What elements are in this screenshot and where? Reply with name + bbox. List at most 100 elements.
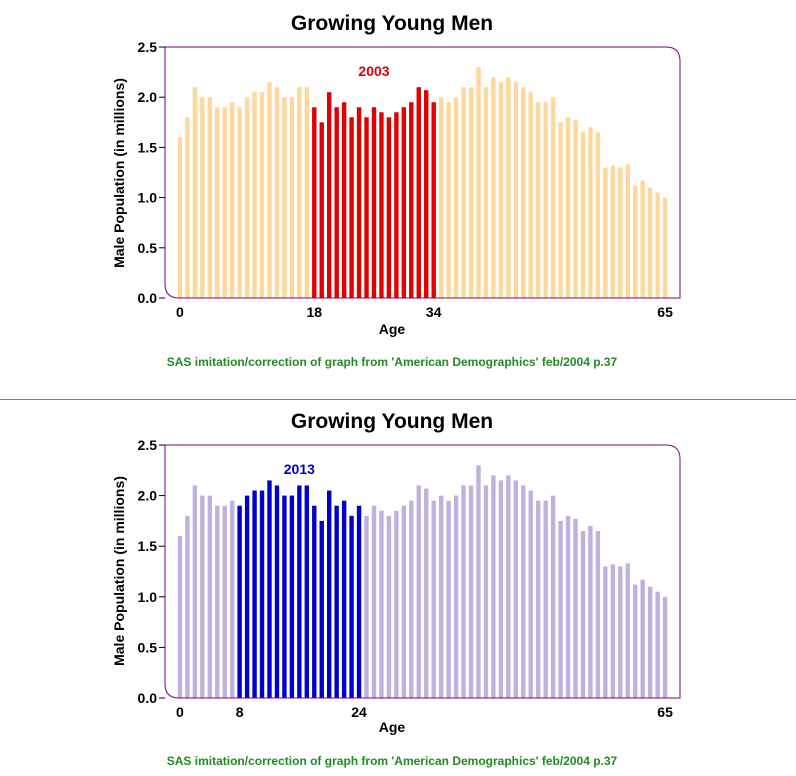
bar-age-32: [416, 87, 421, 298]
x-tick-label: 8: [236, 704, 244, 720]
bar-series: [177, 67, 668, 299]
bar-age-35: [438, 97, 444, 298]
y-tick-label: 2.5: [138, 39, 158, 55]
bar-age-61: [633, 584, 638, 698]
bar-age-44: [506, 77, 511, 299]
bar-age-56: [595, 132, 601, 298]
x-tick-label: 18: [306, 304, 322, 320]
y-tick-label: 2.5: [138, 437, 158, 453]
y-tick-label: 2.0: [138, 488, 158, 504]
bar-age-30: [401, 107, 407, 299]
bar-age-7: [229, 102, 235, 298]
bar-age-15: [289, 97, 295, 298]
bar-age-23: [349, 515, 354, 698]
x-tick-label: 0: [176, 704, 184, 720]
bar-age-40: [476, 67, 481, 298]
bar-age-14: [282, 97, 287, 298]
bar-age-36: [446, 102, 451, 298]
bar-age-61: [633, 185, 638, 298]
bar-age-10: [252, 490, 257, 698]
bar-age-14: [282, 495, 287, 698]
bar-age-17: [304, 87, 310, 298]
x-tick-label: 65: [657, 704, 673, 720]
bar-age-23: [349, 117, 354, 298]
bar-age-47: [528, 92, 533, 299]
bar-age-38: [461, 87, 466, 298]
bar-age-27: [379, 112, 384, 298]
bar-age-43: [498, 480, 504, 698]
bar-age-38: [461, 485, 466, 698]
axes: 0.0 0.5 1.0 1.5 2.0 2.5 0 18 34 65 2003: [138, 39, 681, 320]
bar-series: [177, 465, 668, 698]
footnote: SAS imitation/correction of graph from '…: [167, 355, 618, 369]
panel-divider: [0, 399, 796, 400]
bar-age-41: [483, 87, 489, 298]
bar-age-24: [356, 107, 362, 299]
bar-age-60: [625, 563, 630, 698]
bar-age-55: [588, 127, 593, 298]
y-tick-label: 2.0: [138, 89, 158, 105]
bar-age-51: [558, 122, 563, 298]
bar-age-50: [550, 97, 556, 298]
bar-age-50: [550, 495, 556, 698]
bar-age-33: [424, 488, 429, 698]
bar-age-60: [625, 164, 630, 298]
bar-age-19: [319, 520, 324, 698]
y-tick-label: 0.5: [138, 639, 158, 655]
bar-age-51: [558, 520, 563, 698]
x-tick-label: 24: [351, 704, 367, 720]
bar-age-22: [341, 500, 347, 698]
bar-age-39: [468, 87, 474, 298]
bar-age-48: [535, 102, 541, 298]
bar-age-2: [192, 87, 198, 298]
bar-age-3: [200, 495, 205, 698]
bar-age-7: [229, 500, 235, 698]
bar-age-31: [409, 500, 414, 698]
bar-age-42: [491, 77, 496, 299]
bar-age-56: [595, 531, 601, 698]
bar-age-29: [394, 112, 399, 298]
bar-age-40: [476, 465, 481, 698]
bar-age-54: [580, 531, 586, 698]
bar-age-21: [334, 505, 339, 698]
bar-age-4: [207, 495, 212, 698]
bar-age-5: [215, 107, 220, 299]
bar-age-47: [528, 490, 533, 698]
x-axis-label: Age: [379, 719, 406, 735]
bar-age-18: [312, 505, 317, 698]
x-tick-label: 34: [426, 304, 442, 320]
bar-age-49: [543, 500, 548, 698]
plot-frame: [164, 444, 681, 699]
bar-age-57: [603, 566, 608, 698]
bar-age-37: [453, 495, 459, 698]
axes: 0.0 0.5 1.0 1.5 2.0 2.5 0 8 24 65 2013: [138, 437, 681, 720]
bar-age-5: [215, 505, 220, 698]
bar-age-45: [513, 82, 518, 298]
bar-age-43: [498, 82, 504, 298]
bar-age-13: [274, 87, 280, 298]
bar-age-0: [177, 137, 183, 298]
y-tick-label: 0.0: [138, 290, 158, 306]
bar-age-15: [289, 495, 295, 698]
bar-age-54: [580, 132, 586, 298]
bar-age-46: [521, 485, 526, 698]
year-annotation: 2013: [284, 461, 315, 477]
bar-age-35: [438, 495, 444, 698]
footnote: SAS imitation/correction of graph from '…: [167, 754, 618, 768]
bar-age-22: [341, 102, 347, 298]
bar-age-13: [274, 485, 280, 698]
bar-age-63: [647, 187, 653, 298]
bar-age-49: [543, 102, 548, 298]
bar-age-59: [618, 167, 623, 298]
bar-age-63: [647, 586, 653, 698]
bar-age-65: [662, 596, 668, 698]
bar-age-10: [252, 92, 257, 299]
bar-age-16: [297, 485, 302, 698]
bar-age-11: [259, 490, 265, 698]
bar-age-58: [610, 165, 616, 298]
bar-age-55: [588, 525, 593, 698]
bar-age-20: [327, 92, 332, 299]
bar-age-18: [312, 107, 317, 299]
plot-frame: [164, 46, 681, 299]
bar-age-58: [610, 564, 616, 698]
